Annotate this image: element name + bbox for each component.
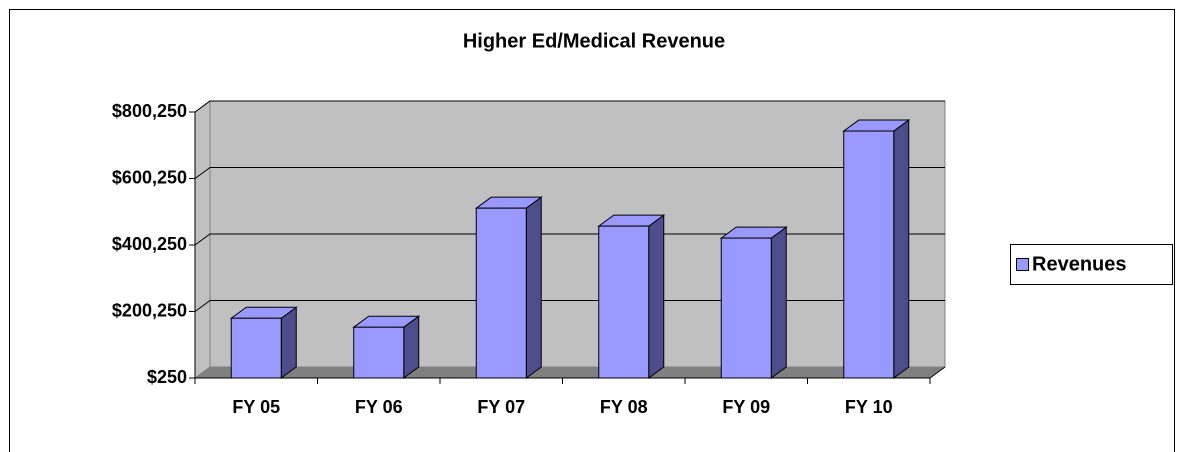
bar-side	[648, 214, 665, 379]
bar-side	[525, 196, 542, 379]
legend-box	[1010, 244, 1173, 285]
bar-side	[893, 119, 910, 379]
x-tick-label: FY 10	[845, 397, 893, 417]
bar	[353, 326, 405, 379]
y-tick-label: $400,250	[112, 234, 187, 254]
y-tick-label: $200,250	[112, 300, 187, 320]
bar	[720, 237, 772, 379]
floor	[195, 367, 945, 378]
y-tick-label: $800,250	[112, 101, 187, 121]
x-tick-label: FY 07	[477, 397, 525, 417]
grid-line	[194, 233, 945, 246]
grid-line	[194, 167, 945, 179]
chart-title: Higher Ed/Medical Revenue	[463, 30, 725, 52]
legend-label: Revenues	[1032, 253, 1127, 275]
bar	[598, 225, 650, 379]
bar-side	[770, 226, 787, 379]
bar-side	[280, 306, 297, 379]
y-tick-label: $600,250	[112, 167, 187, 187]
bar	[475, 207, 527, 379]
x-tick-label: FY 05	[232, 397, 280, 417]
x-axis-end	[929, 366, 946, 379]
legend-swatch	[1016, 258, 1029, 271]
bar	[843, 130, 895, 379]
x-tick-label: FY 09	[722, 397, 770, 417]
x-tick-label: FY 06	[355, 397, 403, 417]
y-tick-label: $250	[147, 367, 187, 387]
grid-line	[194, 300, 945, 312]
bar	[230, 317, 282, 379]
grid-line	[194, 100, 945, 113]
x-tick-label: FY 08	[600, 397, 648, 417]
